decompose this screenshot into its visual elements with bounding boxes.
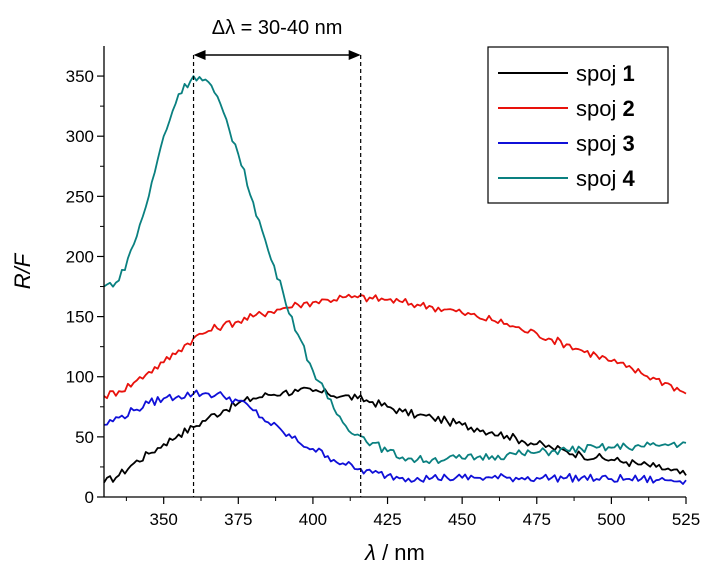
x-tick-label: 500 — [597, 510, 625, 529]
annotation-arrow-head-right — [348, 50, 361, 60]
y-tick-label: 50 — [75, 428, 94, 447]
series-line-4 — [103, 75, 687, 465]
x-tick-label: 400 — [299, 510, 327, 529]
x-tick-label: 450 — [448, 510, 476, 529]
y-tick-label: 0 — [85, 488, 94, 507]
axes-group: 350 375 400 425 450 475 500 525 0 50 100 150 200 250 3… — [10, 46, 700, 565]
x-tick-label: 375 — [224, 510, 252, 529]
y-tick-label: 100 — [66, 368, 94, 387]
legend-label-3: spoj 3 — [576, 131, 635, 156]
y-tick-label: 200 — [66, 247, 94, 266]
y-axis-label: R/F — [10, 252, 35, 289]
x-tick-label: 425 — [373, 510, 401, 529]
legend-label-1: spoj 1 — [576, 61, 635, 86]
legend-label-2: spoj 2 — [576, 96, 635, 121]
series-line-2 — [103, 293, 687, 400]
y-tick-label: 250 — [66, 187, 94, 206]
annotation-label: Δλ = 30-40 nm — [212, 17, 343, 39]
series-line-1 — [103, 386, 687, 484]
annotation-group: Δλ = 30-40 nm — [192, 17, 362, 497]
x-tick-label: 525 — [672, 510, 700, 529]
series-line-3 — [103, 389, 687, 485]
x-tick-label: 475 — [523, 510, 551, 529]
x-axis-label: λ / nm — [364, 540, 425, 565]
annotation-arrow-head-left — [193, 50, 206, 60]
y-tick-label: 300 — [66, 127, 94, 146]
legend: spoj 1 spoj 2 spoj 3 spoj 4 — [487, 46, 669, 204]
series-group — [103, 75, 687, 485]
legend-label-4: spoj 4 — [576, 166, 635, 191]
x-tick-label: 350 — [150, 510, 178, 529]
y-tick-label: 150 — [66, 308, 94, 327]
y-tick-label: 350 — [66, 67, 94, 86]
